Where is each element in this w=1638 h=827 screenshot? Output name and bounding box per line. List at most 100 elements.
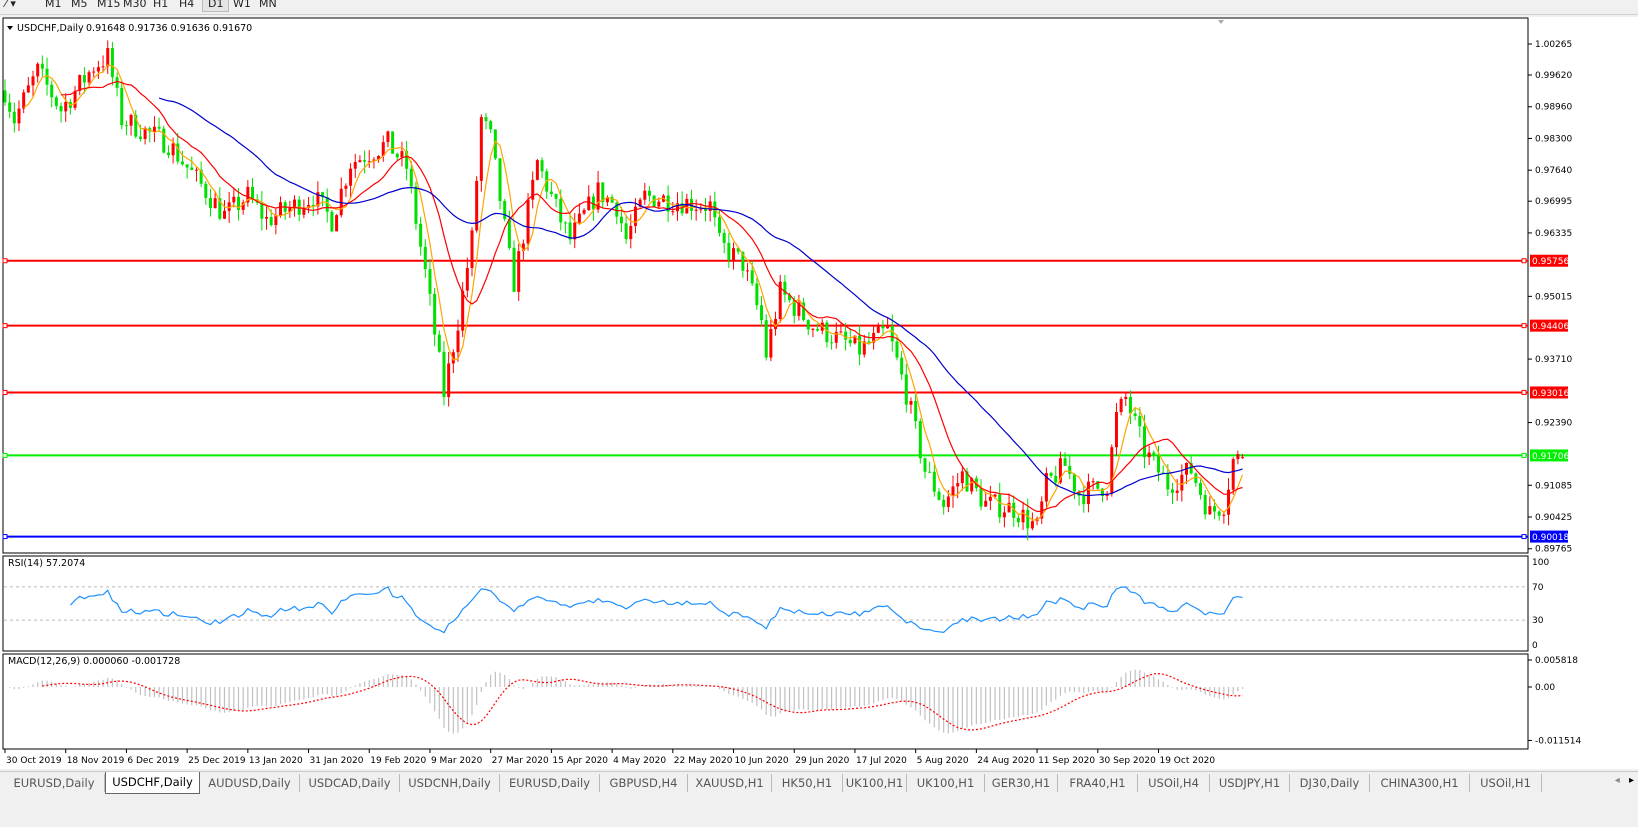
chart-tab[interactable]: USDCHF,Daily (105, 772, 200, 794)
candle-body (937, 491, 941, 500)
symbol-dropdown-icon[interactable] (7, 26, 13, 30)
candle-body (643, 190, 647, 200)
timeframe-m15-button[interactable]: M15 (97, 0, 121, 10)
price-tick-label: 0.90425 (1535, 513, 1572, 523)
macd-pane-border (2, 653, 1529, 750)
candle-body (437, 334, 441, 352)
line-anchor-handle[interactable] (1521, 452, 1527, 458)
line-anchor-handle[interactable] (2, 323, 8, 329)
line-anchor-handle[interactable] (1521, 389, 1527, 395)
candle-body (330, 211, 334, 232)
candle-body (1086, 481, 1090, 505)
tab-scroll-left-icon[interactable]: ◂ (1614, 775, 1620, 786)
candle-body (325, 197, 329, 212)
candle-body (222, 210, 226, 219)
candle-body (302, 208, 306, 215)
chart-tab[interactable]: HK50,H1 (772, 774, 843, 792)
chart-tab[interactable]: DJ30,Daily (1290, 774, 1370, 792)
chart-tab[interactable]: GBPUSD,H4 (600, 774, 688, 792)
line-anchor-handle[interactable] (2, 258, 8, 264)
macd-label: MACD(12,26,9) 0.000060 -0.001728 (8, 656, 180, 667)
chart-tab[interactable]: EURUSD,Daily (4, 774, 105, 792)
line-anchor-handle[interactable] (1521, 258, 1527, 264)
candle-body (45, 68, 49, 85)
line-anchor-handle[interactable] (2, 389, 8, 395)
date-tick-label: 13 Jan 2020 (249, 756, 303, 766)
candle-body (806, 319, 810, 330)
candle-body (1138, 415, 1142, 427)
candle-body (610, 197, 614, 203)
chart-tab[interactable]: UK100,H1 (907, 774, 985, 792)
chart-tab[interactable]: XAUUSD,H1 (688, 774, 772, 792)
chart-tab[interactable]: USDCNH,Daily (400, 774, 500, 792)
candle-body (12, 111, 16, 124)
line-anchor-handle[interactable] (2, 534, 8, 540)
candle-body (1189, 462, 1193, 474)
line-anchor-handle[interactable] (1521, 534, 1527, 540)
chart-tab[interactable]: FRA40,H1 (1058, 774, 1138, 792)
price-tick-label: 0.96995 (1535, 197, 1572, 207)
candle-body (816, 328, 820, 331)
candle-body (479, 117, 483, 181)
rsi-tick-label: 0 (1532, 641, 1538, 651)
chart-shift-marker-icon (1218, 20, 1224, 24)
candle-body (862, 341, 866, 355)
candle-body (647, 190, 651, 196)
line-anchor-handle[interactable] (2, 452, 8, 458)
candle-body (900, 357, 904, 375)
candle-body (31, 76, 35, 86)
candle-body (834, 331, 838, 343)
chart-tab[interactable]: USDCAD,Daily (300, 774, 400, 792)
candle-body (1161, 472, 1165, 474)
ohlc-values: 0.91648 0.91736 0.91636 0.91670 (86, 23, 252, 34)
chart-canvas[interactable]: 1.00265 0.99620 0.98960 0.98300 0.97640 0.969… (0, 17, 1638, 769)
candle-body (381, 142, 385, 156)
chart-tab[interactable]: EURUSD,Daily (500, 774, 600, 792)
timeframe-h1-button[interactable]: H1 (153, 0, 169, 10)
candle-body (881, 326, 885, 329)
candle-body (447, 363, 451, 398)
candle-body (237, 196, 240, 210)
candle-body (1119, 398, 1123, 413)
candle-body (718, 217, 722, 233)
chart-tab[interactable]: UK100,H1 (843, 774, 907, 792)
drawing-tool-dropdown-icon[interactable]: ⁄ ▾ (5, 0, 16, 10)
candle-body (830, 342, 834, 344)
candle-body (1100, 488, 1104, 497)
timeframe-m30-button[interactable]: M30 (123, 0, 147, 10)
candle-body (1030, 521, 1034, 529)
tab-scroll-right-icon[interactable]: ▸ (1628, 775, 1634, 786)
chart-tab[interactable]: USOil,H4 (1138, 774, 1210, 792)
candle-body (456, 330, 460, 353)
candle-body (853, 335, 857, 344)
candle-body (1012, 502, 1016, 518)
candle-body (358, 160, 362, 162)
chart-tab[interactable]: CHINA300,H1 (1370, 774, 1470, 792)
candle-body (1040, 501, 1044, 519)
candle-body (979, 488, 983, 507)
candle-body (1082, 495, 1086, 505)
timeframe-h4-button[interactable]: H4 (179, 0, 195, 10)
timeframe-m1-button[interactable]: M1 (45, 0, 62, 10)
chart-tab[interactable]: USOil,H1 (1470, 774, 1542, 792)
chart-tab[interactable]: AUDUSD,Daily (200, 774, 300, 792)
chart-tab[interactable]: USDJPY,H1 (1210, 774, 1290, 792)
timeframe-m5-button[interactable]: M5 (71, 0, 88, 10)
tab-scroll-arrows[interactable]: ◂ ▸ (1615, 775, 1634, 786)
candle-body (802, 302, 806, 320)
candle-body (293, 199, 297, 208)
timeframe-mn-button[interactable]: MN (259, 0, 277, 10)
timeframe-w1-button[interactable]: W1 (233, 0, 251, 10)
line-anchor-handle[interactable] (1521, 323, 1527, 329)
candle-body (886, 326, 890, 329)
candle-body (746, 270, 750, 272)
candle-body (797, 302, 801, 316)
candle-body (180, 161, 184, 165)
price-line-label-box (1530, 319, 1568, 332)
candle-body (1016, 517, 1020, 523)
candle-body (451, 352, 455, 364)
timeframe-d1-button[interactable]: D1 (202, 0, 230, 12)
candle-body (1142, 426, 1146, 458)
chart-tab[interactable]: GER30,H1 (985, 774, 1058, 792)
candle-body (377, 155, 381, 160)
